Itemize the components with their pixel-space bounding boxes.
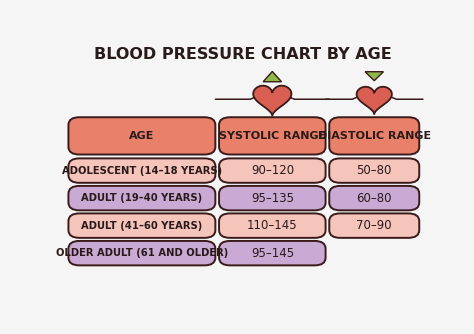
FancyBboxPatch shape — [219, 186, 326, 210]
FancyBboxPatch shape — [329, 213, 419, 238]
Text: ADULT (19–40 YEARS): ADULT (19–40 YEARS) — [82, 193, 202, 203]
Text: ADULT (41–60 YEARS): ADULT (41–60 YEARS) — [81, 221, 202, 231]
Text: BLOOD PRESSURE CHART BY AGE: BLOOD PRESSURE CHART BY AGE — [94, 47, 392, 62]
FancyBboxPatch shape — [329, 158, 419, 183]
Text: ADOLESCENT (14–18 YEARS): ADOLESCENT (14–18 YEARS) — [62, 166, 222, 176]
Text: 60–80: 60–80 — [356, 192, 392, 205]
Polygon shape — [365, 72, 383, 81]
Polygon shape — [263, 71, 282, 82]
Text: 90–120: 90–120 — [251, 164, 294, 177]
FancyBboxPatch shape — [329, 186, 419, 210]
Polygon shape — [356, 87, 392, 114]
FancyBboxPatch shape — [329, 117, 419, 155]
Text: 110–145: 110–145 — [247, 219, 298, 232]
Text: 95–135: 95–135 — [251, 192, 294, 205]
FancyBboxPatch shape — [219, 117, 326, 155]
Text: 70–90: 70–90 — [356, 219, 392, 232]
Text: 50–80: 50–80 — [356, 164, 392, 177]
Polygon shape — [253, 86, 292, 116]
FancyBboxPatch shape — [219, 213, 326, 238]
FancyBboxPatch shape — [68, 158, 215, 183]
FancyBboxPatch shape — [68, 213, 215, 238]
FancyBboxPatch shape — [219, 241, 326, 266]
FancyBboxPatch shape — [68, 117, 215, 155]
FancyBboxPatch shape — [219, 158, 326, 183]
Text: DIASTOLIC RANGE: DIASTOLIC RANGE — [318, 131, 431, 141]
Text: SYSTOLIC RANGE: SYSTOLIC RANGE — [219, 131, 326, 141]
Text: 95–145: 95–145 — [251, 246, 294, 260]
FancyBboxPatch shape — [68, 241, 215, 266]
Text: OLDER ADULT (61 AND OLDER): OLDER ADULT (61 AND OLDER) — [56, 248, 228, 258]
Text: AGE: AGE — [129, 131, 155, 141]
FancyBboxPatch shape — [68, 186, 215, 210]
